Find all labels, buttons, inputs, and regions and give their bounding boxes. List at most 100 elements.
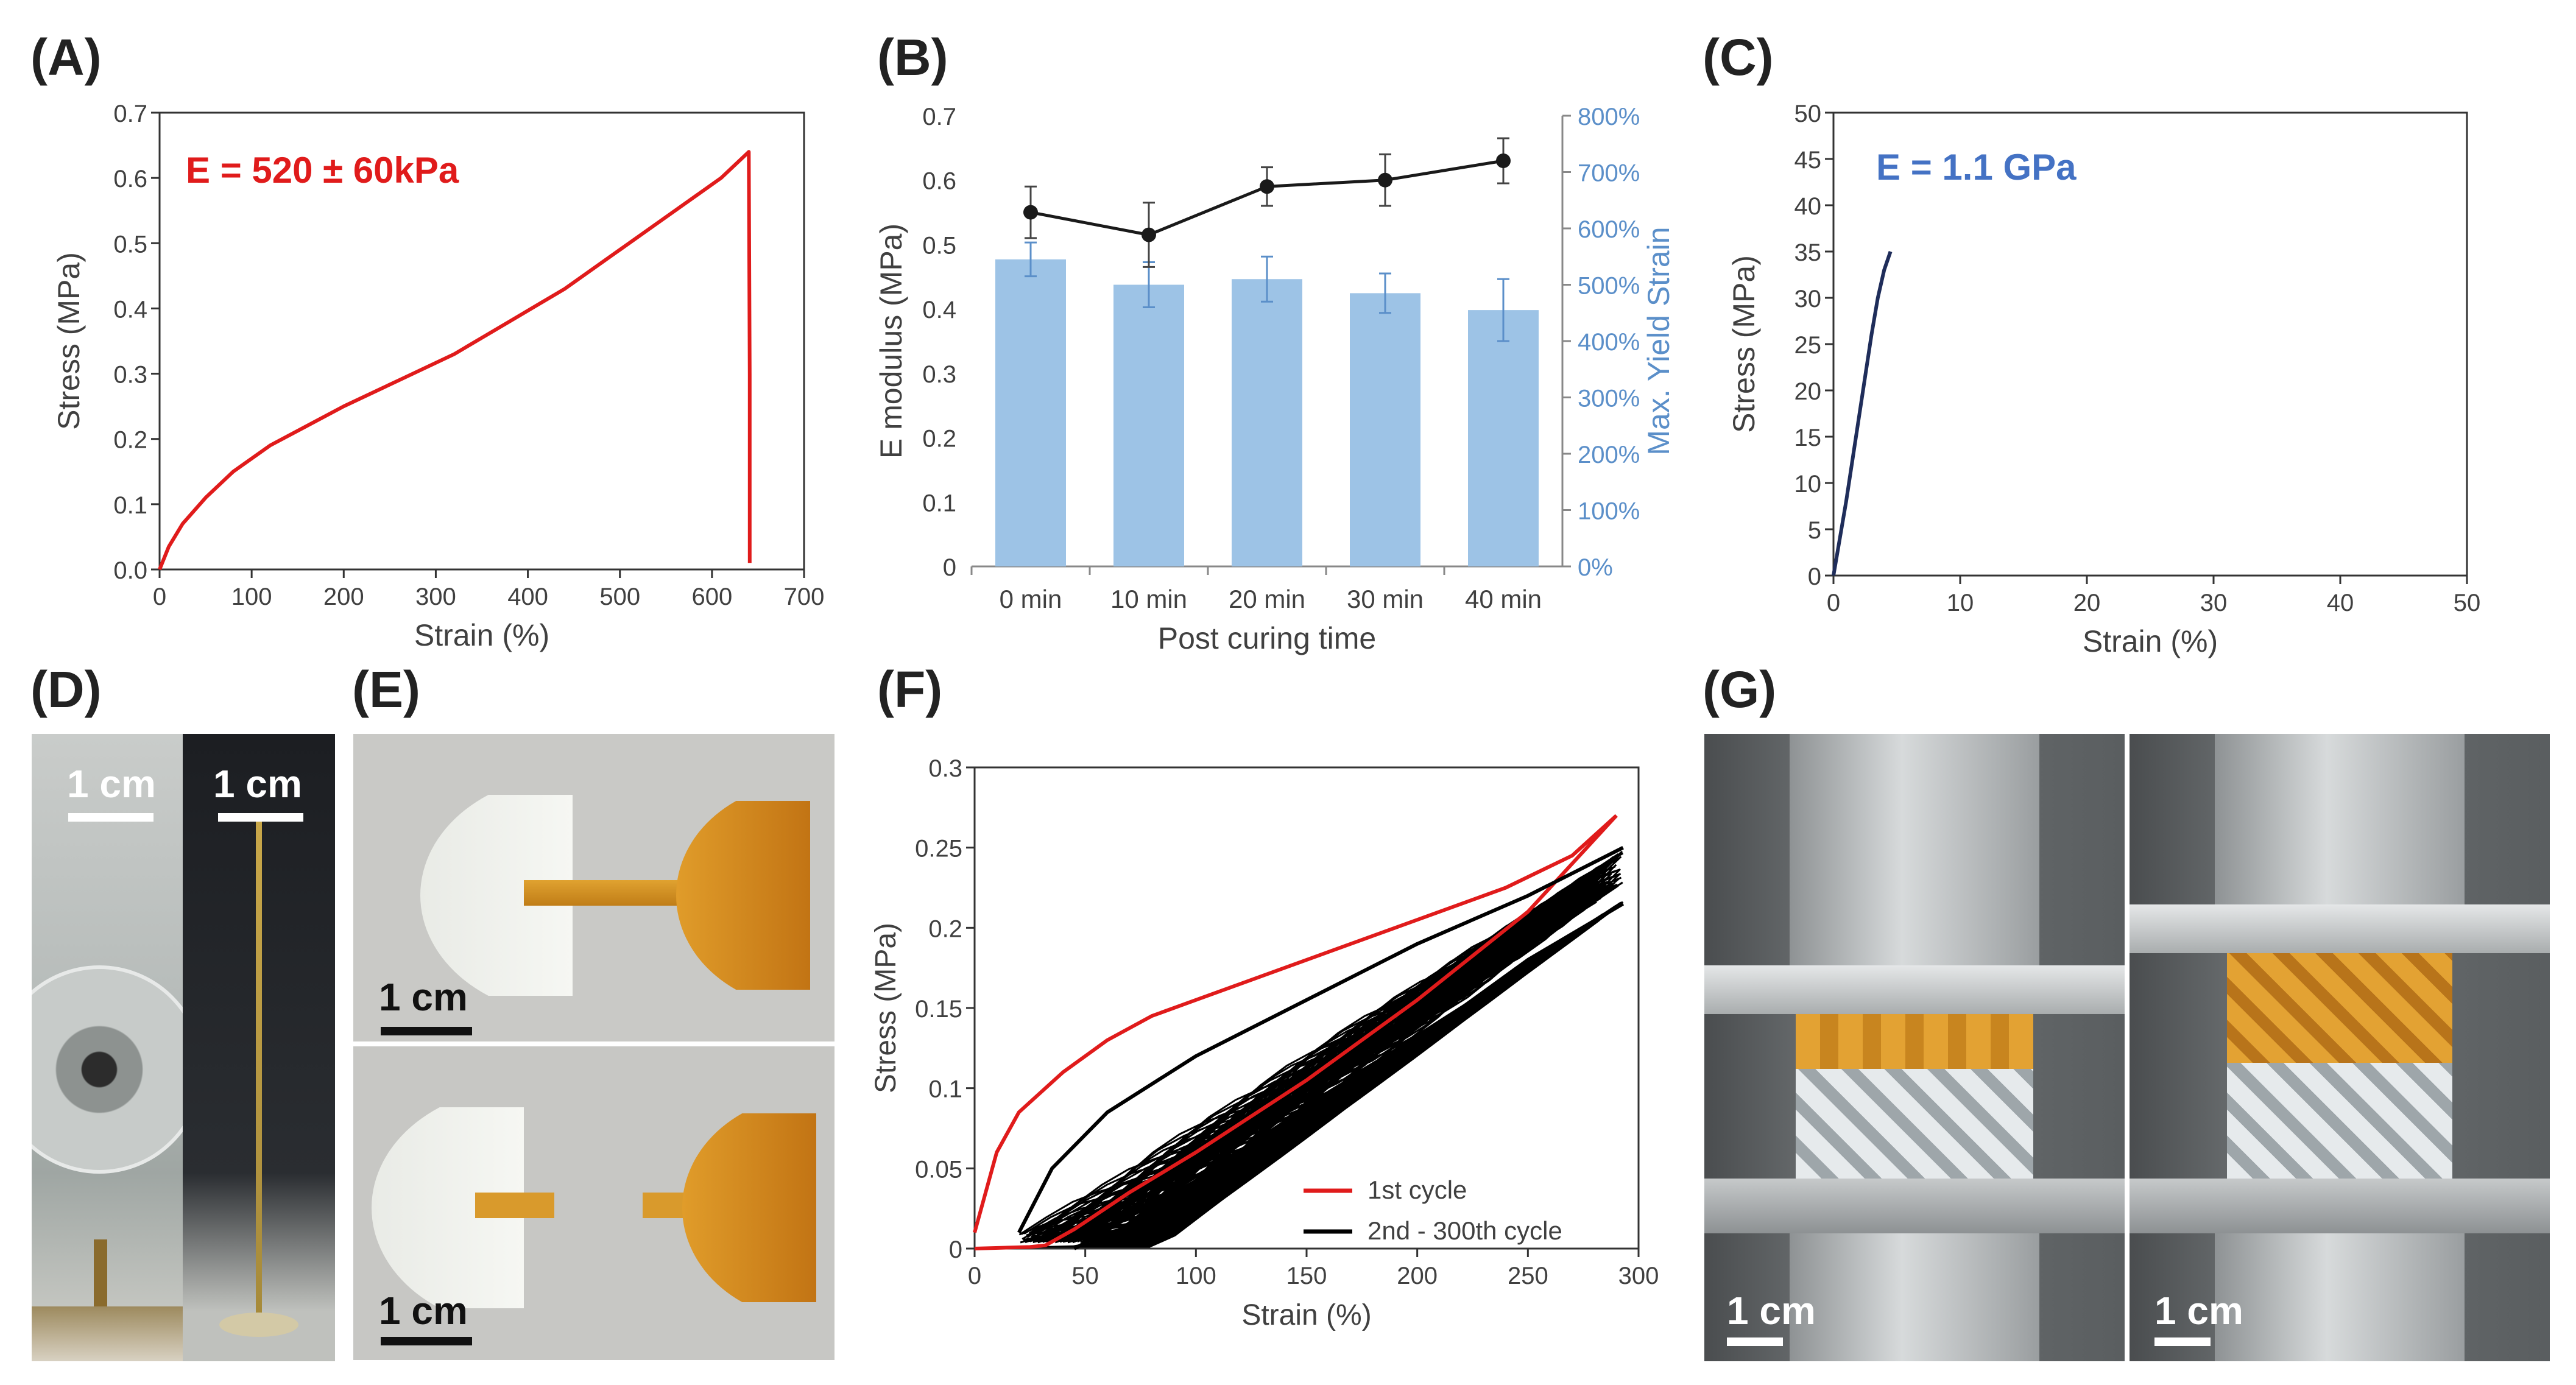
x-tick-label: 700 (784, 583, 825, 610)
specimen-base (219, 1313, 298, 1337)
y2-tick-label: 200% (1578, 442, 1640, 468)
y-axis-label: E modulus (MPa) (874, 224, 908, 459)
y-tick-label: 0.5 (922, 232, 956, 259)
y2-tick-label: 800% (1578, 104, 1640, 130)
scalebar-d1 (68, 813, 154, 822)
y-tick-label: 20 (1794, 378, 1822, 405)
panel-label-c: (C) (1703, 29, 1774, 86)
panel-label-f: (F) (877, 661, 943, 718)
photo-g-right (2130, 734, 2550, 1361)
x-tick-label: 40 min (1465, 585, 1542, 613)
x-tick-label: 150 (1286, 1263, 1327, 1289)
scalebar-label-g1: 1 cm (1727, 1289, 1816, 1333)
y-tick-label: 45 (1794, 147, 1822, 174)
y-tick-label: 5 (1808, 517, 1821, 544)
photo-d-right (183, 734, 335, 1361)
y-tick-label: 0 (943, 554, 956, 581)
legend-label-cycles: 2nd - 300th cycle (1367, 1216, 1562, 1245)
y-tick-label: 0.15 (915, 996, 962, 1023)
scalebar-e1 (381, 1027, 472, 1035)
chart-b: 0 0.1 0.2 0.3 0.4 0.5 0.6 0.7 0% 100% 200% 300% 400%… (874, 104, 1676, 655)
x-tick-label: 30 (2200, 590, 2228, 616)
y-tick-label: 25 (1794, 332, 1822, 359)
panel-label-b: (B) (877, 29, 948, 86)
x-axis-label: Post curing time (1158, 621, 1376, 655)
x-tick-label: 250 (1508, 1263, 1548, 1289)
y-tick-label: 0 (1808, 563, 1821, 590)
y-tick-label: 0.3 (928, 755, 962, 782)
modulus-point (1142, 227, 1156, 242)
y-axis-label: Stress (MPa) (1727, 255, 1761, 433)
y2-tick-label: 500% (1578, 273, 1640, 300)
modulus-point (1378, 172, 1392, 188)
photo-e-bottom (353, 1046, 835, 1360)
upper-platen (1790, 734, 2039, 965)
x-tick-label: 200 (323, 583, 364, 610)
upper-plate (1704, 965, 2125, 1014)
x-tick-label: 20 min (1229, 585, 1305, 613)
lower-plate-2 (2130, 1179, 2550, 1233)
x-tick-label: 10 (1947, 590, 1974, 616)
x-axis-label: Strain (%) (2083, 624, 2218, 658)
chart-c: 0 10 20 30 40 50 0 5 10 15 20 25 30 35 40 45 50 Strain (%… (1727, 100, 2481, 658)
series-line-2 (1017, 846, 1624, 1234)
acrylic-holder (32, 965, 184, 1174)
y-tick-label: 0 (949, 1236, 962, 1263)
y-tick-label: 0.05 (915, 1156, 962, 1183)
scalebar-e2 (381, 1337, 472, 1345)
chart-a: 0 100 200 300 400 500 600 700 0.0 0.1 0.2 0.3 0.4 0.5… (52, 100, 825, 652)
y2-tick-label: 600% (1578, 216, 1640, 243)
lattice-orange-2 (2227, 953, 2452, 1063)
y-tick-label: 10 (1794, 471, 1822, 498)
series-line-0 (1832, 251, 1893, 576)
x-tick-label: 30 min (1347, 585, 1424, 613)
scalebar-g2 (2154, 1337, 2211, 1346)
panel-label-d: (D) (30, 661, 102, 718)
y2-tick-label: 300% (1578, 386, 1640, 412)
y-tick-label: 0.3 (922, 361, 956, 388)
x-tick-label: 10 min (1110, 585, 1187, 613)
photo-d-left (32, 734, 184, 1361)
scalebar-label-e2: 1 cm (379, 1289, 468, 1333)
y-axis-label: Stress (MPa) (52, 252, 86, 430)
x-tick-label: 50 (2454, 590, 2481, 616)
x-tick-label: 400 (507, 583, 548, 610)
bar (1468, 310, 1539, 566)
y-tick-label: 0.6 (922, 168, 956, 195)
x-tick-label: 0 min (1000, 585, 1062, 613)
annotation-modulus: E = 520 ± 60kPa (186, 150, 459, 191)
y-tick-label: 50 (1794, 100, 1822, 127)
x-tick-label: 0 (1827, 590, 1840, 616)
bar (1232, 279, 1302, 566)
panel-label-a: (A) (30, 29, 102, 86)
y2-tick-label: 400% (1578, 329, 1640, 356)
scalebar-label-g2: 1 cm (2154, 1289, 2243, 1333)
lattice-white (1796, 1069, 2033, 1179)
x-tick-label: 300 (1618, 1263, 1659, 1289)
modulus-point (1260, 179, 1274, 194)
x-tick-label: 600 (691, 583, 732, 610)
x-tick-label: 500 (599, 583, 640, 610)
table-surface (32, 1306, 184, 1361)
stretched-specimen (256, 813, 262, 1319)
photo-g-left (1704, 734, 2125, 1361)
series-line-0 (158, 150, 752, 571)
broken-stub-left (475, 1193, 554, 1218)
plot-frame (158, 111, 805, 571)
y-tick-label: 0.25 (915, 836, 962, 862)
y-tick-label: 0.2 (113, 427, 147, 454)
x-tick-label: 100 (1176, 1263, 1216, 1289)
x-tick-label: 200 (1397, 1263, 1438, 1289)
y-tick-label: 0.1 (113, 492, 147, 519)
orange-grip (676, 801, 810, 990)
lower-plate (1704, 1179, 2125, 1233)
series-line-3 (1073, 902, 1625, 1250)
modulus-point (1496, 153, 1511, 168)
y-tick-label: 35 (1794, 239, 1822, 266)
upper-platen-2 (2215, 734, 2465, 904)
x-tick-label: 0 (153, 583, 166, 610)
y-axis-label: Stress (MPa) (870, 923, 902, 1093)
legend-label-1st: 1st cycle (1367, 1175, 1467, 1204)
y-tick-label: 0.2 (922, 426, 956, 453)
scalebar-g1 (1727, 1337, 1783, 1346)
